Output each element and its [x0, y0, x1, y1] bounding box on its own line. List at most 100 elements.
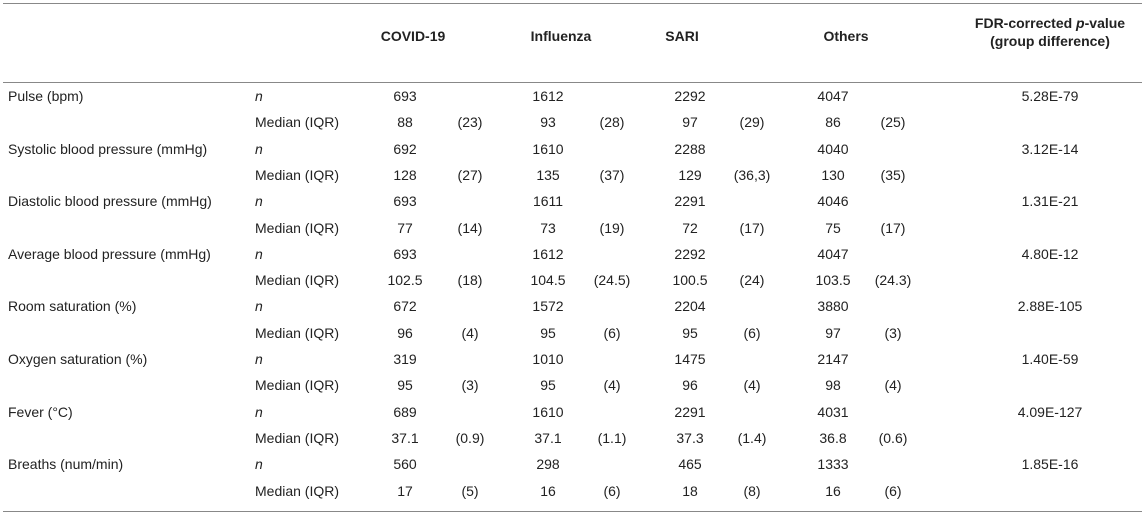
median-value: 95	[540, 324, 556, 341]
iqr-value: (19)	[599, 219, 625, 236]
iqr-value: (29)	[739, 114, 765, 131]
iqr-value: (5)	[461, 482, 479, 499]
row-label: Oxygen saturation (%)	[8, 351, 148, 367]
n-value: 2204	[674, 298, 706, 315]
median-value: 97	[682, 114, 698, 131]
iqr-value: (37)	[599, 166, 625, 183]
n-value: 2291	[674, 403, 706, 420]
n-value: 689	[393, 403, 417, 420]
median-value: 103.5	[815, 272, 851, 289]
n-label: n	[255, 193, 263, 210]
iqr-value: (35)	[880, 166, 906, 183]
row-label: Fever (°C)	[8, 403, 73, 420]
median-label: Median (IQR)	[255, 166, 340, 183]
n-value: 2292	[674, 245, 706, 262]
iqr-value: (23)	[457, 114, 483, 131]
n-value: 2147	[817, 351, 849, 367]
median-value: 100.5	[672, 272, 708, 289]
row-label: Systolic blood pressure (mmHg)	[8, 140, 208, 157]
median-value: 130	[821, 166, 845, 183]
n-label: n	[255, 88, 263, 104]
iqr-value: (36,3)	[733, 166, 771, 183]
median-value: 18	[682, 482, 698, 499]
iqr-value: (17)	[739, 219, 765, 236]
iqr-value: (24.3)	[874, 272, 912, 289]
n-value: 1611	[532, 193, 564, 210]
n-value: 319	[393, 351, 417, 367]
median-label: Median (IQR)	[255, 114, 340, 131]
top-rule	[3, 3, 1142, 4]
n-value: 4046	[817, 193, 849, 210]
median-value: 95	[540, 377, 556, 394]
n-value: 1612	[532, 245, 564, 262]
pvalue-header-pre: FDR-corrected	[974, 15, 1077, 31]
n-value: 693	[393, 245, 417, 262]
iqr-value: (6)	[603, 482, 621, 499]
p-value: 5.28E-79	[1021, 88, 1079, 104]
iqr-value: (6)	[884, 482, 902, 499]
iqr-value: (27)	[457, 166, 483, 183]
p-value: 1.31E-21	[1021, 193, 1079, 210]
median-value: 37.1	[391, 429, 419, 446]
median-value: 17	[397, 482, 413, 499]
n-label: n	[255, 298, 263, 315]
median-value: 129	[678, 166, 702, 183]
iqr-value: (4)	[461, 324, 479, 341]
pvalue-header-post: -value	[1084, 15, 1126, 31]
iqr-value: (4)	[603, 377, 621, 394]
median-label: Median (IQR)	[255, 272, 340, 289]
median-label: Median (IQR)	[255, 324, 340, 341]
median-label: Median (IQR)	[255, 429, 340, 446]
row-label: Room saturation (%)	[8, 298, 137, 315]
n-value: 465	[678, 456, 702, 473]
n-label: n	[255, 351, 263, 367]
group-header: Others	[823, 28, 869, 44]
n-value: 3880	[817, 298, 849, 315]
n-value: 4047	[817, 245, 849, 262]
iqr-value: (4)	[743, 377, 761, 394]
median-value: 86	[825, 114, 841, 131]
row-label: Diastolic blood pressure (mmHg)	[8, 193, 212, 210]
median-label: Median (IQR)	[255, 482, 340, 499]
median-value: 37.1	[534, 429, 562, 446]
n-value: 2292	[674, 88, 706, 104]
n-label: n	[255, 245, 263, 262]
median-value: 102.5	[387, 272, 423, 289]
n-value: 4040	[817, 140, 849, 157]
iqr-value: (17)	[880, 219, 906, 236]
median-label: Median (IQR)	[255, 377, 340, 394]
n-value: 1475	[674, 351, 706, 367]
n-value: 1610	[532, 403, 564, 420]
median-value: 95	[682, 324, 698, 341]
p-value: 2.88E-105	[1017, 298, 1083, 315]
n-value: 1572	[532, 298, 564, 315]
median-value: 75	[825, 219, 841, 236]
n-value: 672	[393, 298, 417, 315]
median-value: 104.5	[530, 272, 566, 289]
median-value: 36.8	[819, 429, 847, 446]
bottom-rule	[3, 511, 1142, 512]
n-value: 4031	[817, 403, 849, 420]
n-value: 693	[393, 88, 417, 104]
median-value: 135	[536, 166, 560, 183]
n-label: n	[255, 140, 263, 157]
p-value: 1.85E-16	[1021, 456, 1079, 473]
median-value: 98	[825, 377, 841, 394]
row-label: Breaths (num/min)	[8, 456, 124, 473]
iqr-value: (3)	[884, 324, 902, 341]
header-rule	[3, 82, 1142, 83]
n-value: 2291	[674, 193, 706, 210]
n-value: 2288	[674, 140, 706, 157]
median-value: 93	[540, 114, 556, 131]
n-label: n	[255, 456, 263, 473]
iqr-value: (24.5)	[593, 272, 631, 289]
n-value: 560	[393, 456, 417, 473]
n-value: 298	[536, 456, 560, 473]
n-label: n	[255, 403, 263, 420]
median-value: 73	[540, 219, 556, 236]
p-value: 3.12E-14	[1021, 140, 1079, 157]
pvalue-header-line2: (group difference)	[990, 33, 1110, 49]
median-value: 96	[682, 377, 698, 394]
iqr-value: (4)	[884, 377, 902, 394]
